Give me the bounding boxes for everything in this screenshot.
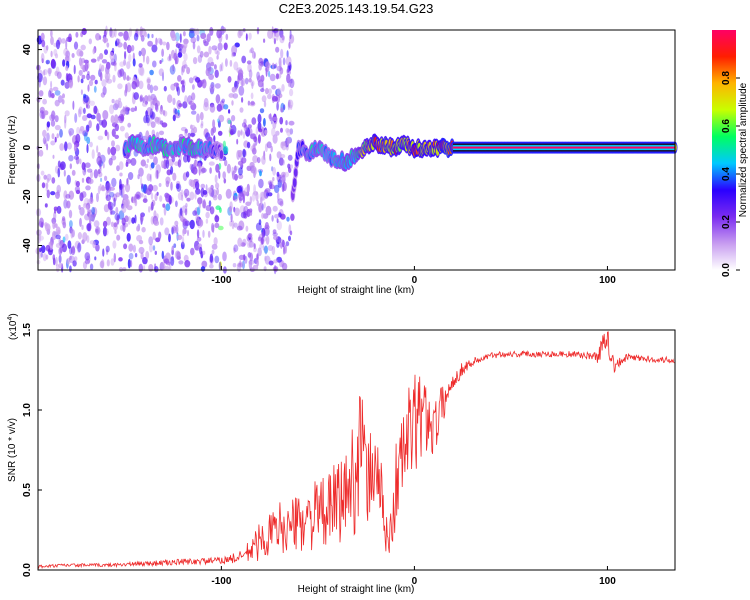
snr-y-label: SNR (10 * v/v)	[7, 418, 18, 482]
snr-x-tick-label: 100	[599, 576, 616, 587]
colorbar-tick-label: 0.4	[721, 167, 732, 181]
snr-x-label: Height of straight line (km)	[298, 584, 415, 595]
snr-x-tick-label: -100	[211, 576, 231, 587]
spectrogram-y-ticks: -40 -20 0 20 40	[22, 44, 42, 253]
spectrogram-x-tick-label: 0	[412, 275, 418, 286]
spectrogram-y-tick-label: 0	[22, 144, 33, 150]
snr-x-ticks: -100 0 100	[211, 566, 616, 587]
signal-track	[122, 133, 678, 203]
spectrogram-panel: -100 0 100 -40 -20 0 20 40 Height of straight …	[7, 25, 678, 296]
spectrogram-x-tick-label: 100	[599, 275, 616, 286]
snr-series-line	[37, 331, 675, 570]
spectrogram-y-tick-label: -20	[22, 189, 33, 204]
multiplier-base: (x10	[8, 320, 19, 340]
spectrogram-x-label: Height of straight line (km)	[298, 285, 415, 296]
snr-y-ticks: 0.0 0.5 1.0 1.5	[22, 323, 42, 577]
snr-y-tick-label: 1.5	[22, 323, 33, 337]
colorbar-tick-label: 0.6	[721, 119, 732, 133]
spectrogram-y-tick-label: 40	[22, 44, 33, 56]
multiplier-exponent: 4	[7, 317, 14, 321]
colorbar: 0.0 0.2 0.4 0.6 0.8 Normalized spectral ampl…	[712, 30, 749, 277]
svg-text:(x104): (x104)	[7, 313, 19, 340]
colorbar-ticks: 0.0 0.2 0.4 0.6 0.8	[721, 71, 740, 277]
chart-title: C2E3.2025.143.19.54.G23	[279, 1, 434, 16]
snr-y-multiplier: (x104)	[7, 313, 19, 340]
colorbar-tick-label: 0.0	[721, 263, 732, 277]
snr-y-tick-label: 0.5	[22, 483, 33, 497]
spectrogram-y-tick-label: -40	[22, 238, 33, 253]
colorbar-tick-label: 0.8	[721, 71, 732, 85]
colorbar-tick-label: 0.2	[721, 215, 732, 229]
spectrogram-y-label: Frequency (Hz)	[7, 116, 18, 185]
spectrogram-y-tick-label: 20	[22, 93, 33, 105]
snr-panel: -100 0 100 0.0 0.5 1.0 1.5 Height of straight…	[7, 313, 676, 595]
spectrogram-frame	[37, 29, 676, 271]
snr-x-tick-label: 0	[412, 576, 418, 587]
snr-y-tick-label: 0.0	[22, 563, 33, 577]
snr-frame	[37, 329, 676, 571]
snr-y-tick-label: 1.0	[22, 403, 33, 417]
spectrogram-x-ticks: -100 0 100	[211, 266, 616, 286]
colorbar-gradient	[712, 30, 736, 270]
colorbar-label: Normalized spectral amplitude	[738, 82, 749, 217]
spectrogram-x-tick-label: -100	[211, 275, 231, 286]
